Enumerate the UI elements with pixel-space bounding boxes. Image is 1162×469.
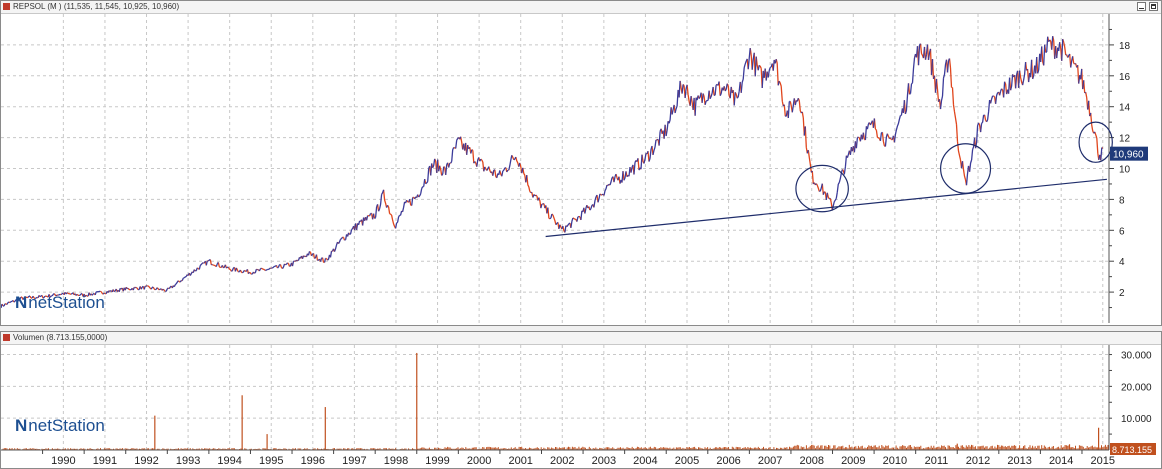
y-tick-label: 10 <box>1119 165 1131 176</box>
x-tick-label: 1998 <box>384 455 408 467</box>
x-tick-label: 2014 <box>1049 455 1073 467</box>
x-tick-label: 1990 <box>51 455 75 467</box>
y-tick-label: 30.000 <box>1121 351 1152 362</box>
x-tick-label: 2007 <box>758 455 782 467</box>
y-tick-label: 16 <box>1119 72 1131 83</box>
price-chart[interactable]: 2 4 6 8 10 12 14 16 18 10,960 <box>1 1 1161 325</box>
x-tick-label: 1994 <box>217 455 241 467</box>
price-panel: REPSOL (M ) (11,535, 11,545, 10,925, 10,… <box>0 0 1162 326</box>
y-tick-label: 8 <box>1119 195 1125 206</box>
x-tick-label: 2012 <box>966 455 990 467</box>
maximize-button[interactable] <box>1149 2 1158 11</box>
netstation-logo-icon: N <box>15 416 28 435</box>
x-tick-label: 1996 <box>301 455 325 467</box>
x-tick-label: 1991 <box>93 455 117 467</box>
last-volume-label: 8.713.155 <box>1112 445 1152 455</box>
x-tick-label: 2006 <box>716 455 740 467</box>
x-tick-label: 1999 <box>425 455 449 467</box>
volume-panel-titlebar: Volumen (8.713.155,0000) <box>1 332 1161 345</box>
y-tick-label: 4 <box>1119 257 1125 268</box>
last-volume-box <box>1110 443 1156 455</box>
x-tick-label: 2008 <box>799 455 823 467</box>
x-tick-label: 1995 <box>259 455 283 467</box>
x-tick-label: 1993 <box>176 455 200 467</box>
x-tick-label: 2010 <box>883 455 907 467</box>
x-tick-label: 2003 <box>592 455 616 467</box>
x-tick-label: 2001 <box>508 455 532 467</box>
trendline <box>545 178 1107 238</box>
annotation-circle <box>940 143 992 194</box>
x-tick-label: 2013 <box>1007 455 1031 467</box>
annotation-circle <box>1078 121 1113 163</box>
x-tick-label: 2009 <box>841 455 865 467</box>
last-value-label: 10,960 <box>1113 150 1144 161</box>
x-tick-label: 2011 <box>925 455 949 467</box>
y-tick-label: 12 <box>1119 134 1131 145</box>
y-tick-label: 14 <box>1119 103 1131 114</box>
volume-bars <box>2 444 1109 450</box>
x-tick-label: 2000 <box>467 455 491 467</box>
netstation-watermark-volume: NnetStation <box>15 416 105 435</box>
y-tick-label: 2 <box>1119 288 1125 299</box>
panel-icon <box>3 334 10 341</box>
panel-icon <box>3 3 10 10</box>
x-tick-label: 2004 <box>633 455 657 467</box>
netstation-logo-icon: N <box>15 293 28 312</box>
volume-chart[interactable]: 10.000 20.000 30.000 8.713.155 1990 1991 1992 1… <box>1 332 1161 468</box>
annotation-circle <box>795 164 849 213</box>
y-tick-label: 18 <box>1119 41 1131 52</box>
price-series-down <box>1 36 1104 307</box>
x-tick-label: 2002 <box>550 455 574 467</box>
volume-panel: Volumen (8.713.155,0000) 10.000 20.000 30.… <box>0 331 1162 469</box>
price-panel-title: REPSOL (M ) (11,535, 11,545, 10,925, 10,… <box>13 2 180 11</box>
volume-panel-title: Volumen (8.713.155,0000) <box>13 333 108 342</box>
last-value-box <box>1110 146 1148 161</box>
x-tick-label: 1997 <box>342 455 366 467</box>
x-tick-label: 1992 <box>134 455 158 467</box>
price-panel-titlebar: REPSOL (M ) (11,535, 11,545, 10,925, 10,… <box>1 1 1161 14</box>
price-series-up <box>1 36 1103 309</box>
minimize-button[interactable] <box>1137 2 1146 11</box>
x-tick-label: 2015 <box>1091 455 1115 467</box>
y-tick-label: 20.000 <box>1121 382 1152 393</box>
x-tick-label: 2005 <box>675 455 699 467</box>
netstation-watermark-price: NnetStation <box>15 293 105 312</box>
y-tick-label: 6 <box>1119 226 1125 237</box>
y-tick-label: 10.000 <box>1121 414 1152 425</box>
